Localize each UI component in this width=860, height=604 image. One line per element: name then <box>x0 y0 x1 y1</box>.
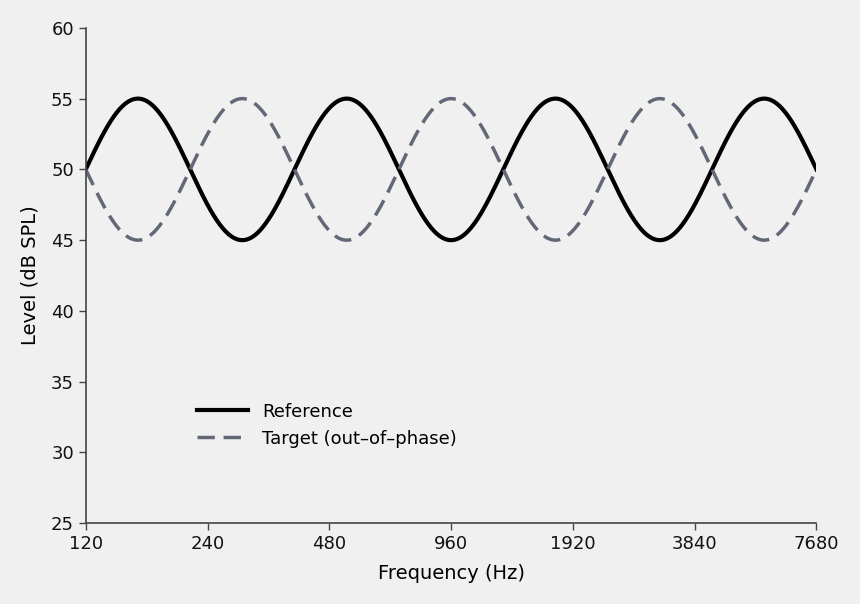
Target (out–of–phase) <box>164 208 175 215</box>
Target (out–of–phase) <box>811 165 821 173</box>
Reference <box>81 165 91 173</box>
Target (out–of–phase) <box>719 190 729 198</box>
Reference <box>811 165 821 173</box>
Reference <box>207 210 218 217</box>
Reference <box>164 124 175 131</box>
Target (out–of–phase) <box>237 95 248 102</box>
Target (out–of–phase) <box>207 122 218 129</box>
Target (out–of–phase) <box>393 168 403 175</box>
X-axis label: Frequency (Hz): Frequency (Hz) <box>378 564 525 583</box>
Reference <box>237 237 248 244</box>
Reference <box>797 137 808 144</box>
Target (out–of–phase) <box>361 225 372 232</box>
Line: Target (out–of–phase): Target (out–of–phase) <box>86 98 816 240</box>
Reference <box>341 95 352 102</box>
Reference <box>719 141 729 149</box>
Reference <box>393 164 403 172</box>
Target (out–of–phase) <box>550 237 561 244</box>
Legend: Reference, Target (out–of–phase): Reference, Target (out–of–phase) <box>190 395 464 455</box>
Target (out–of–phase) <box>81 165 91 173</box>
Reference <box>361 107 372 114</box>
Target (out–of–phase) <box>797 194 808 202</box>
Y-axis label: Level (dB SPL): Level (dB SPL) <box>21 206 40 345</box>
Line: Reference: Reference <box>86 98 816 240</box>
